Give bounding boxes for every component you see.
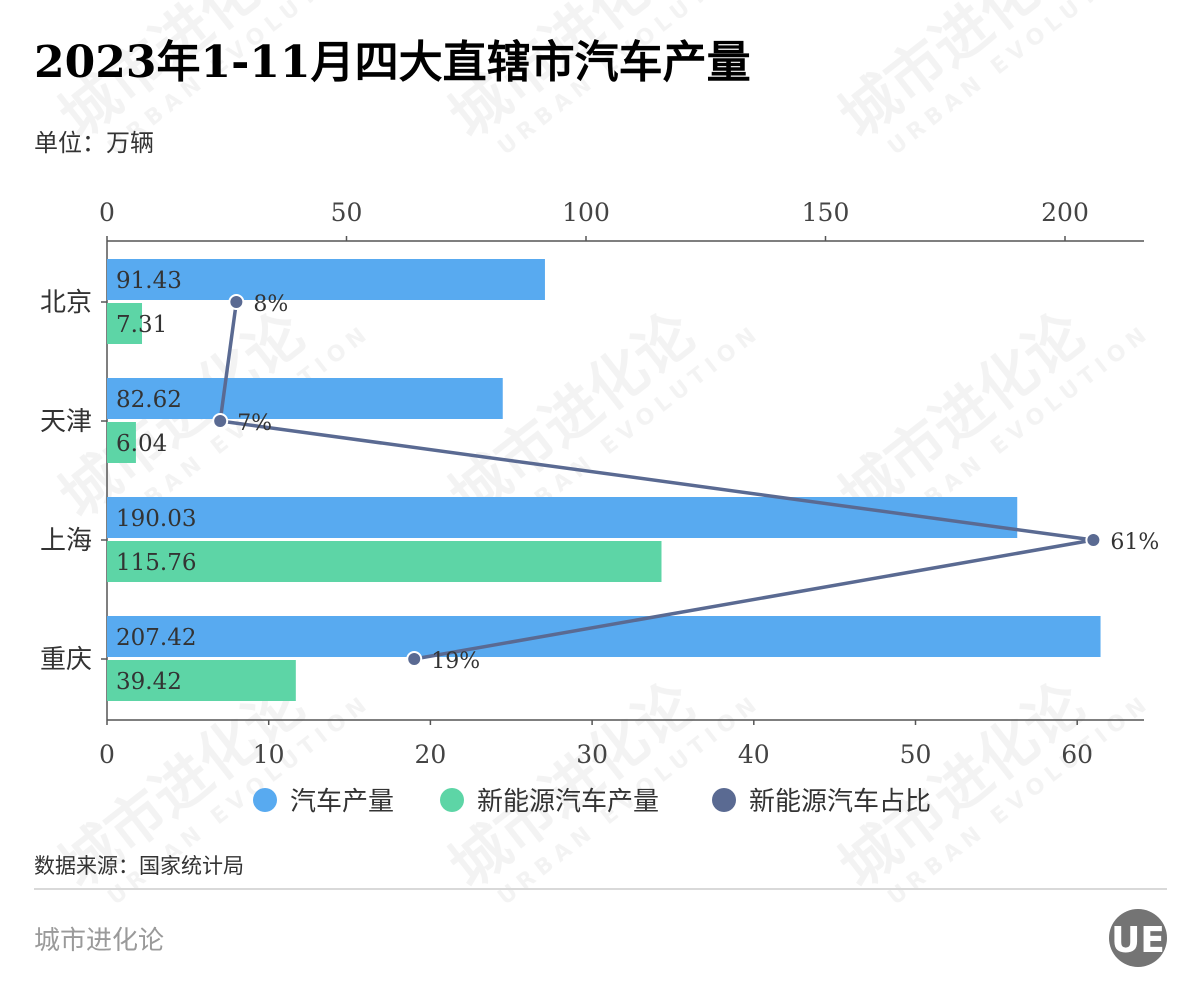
category-label: 重庆 [40, 645, 92, 675]
share-label: 7% [237, 411, 272, 436]
top-axis-tick-label: 200 [1041, 198, 1089, 227]
legend-label: 新能源汽车产量 [477, 787, 659, 817]
share-point [228, 294, 245, 310]
share-label: 61% [1110, 530, 1159, 555]
top-axis-tick-label: 100 [562, 198, 610, 227]
bar-nev-output [107, 541, 662, 582]
bottom-axis-tick-label: 0 [99, 740, 115, 769]
bottom-axis-tick-label: 50 [900, 740, 932, 769]
legend-swatch [253, 788, 277, 812]
legend-swatch [440, 788, 464, 812]
bar-car-output [107, 497, 1018, 538]
bottom-axis-tick-label: 40 [738, 740, 770, 769]
source-note: 数据来源：国家统计局 [34, 854, 244, 878]
bottom-axis-tick-label: 30 [576, 740, 608, 769]
bar-car-output [107, 259, 545, 300]
legend-label: 新能源汽车占比 [749, 787, 931, 817]
share-line-group: 8% 7% 61% 19% [212, 292, 1159, 674]
legend-swatch [712, 788, 736, 812]
share-point [406, 651, 423, 667]
bar-nev-output [107, 422, 136, 463]
bar-value-label: 91.43 [116, 268, 182, 294]
brand-name: 城市进化论 [34, 926, 164, 956]
bottom-axis-tick-label: 20 [414, 740, 446, 769]
legend-label: 汽车产量 [290, 787, 394, 817]
bars-group: 91.43 7.31 82.62 6.04 190.03 115.76 207.42 39.4… [107, 259, 1101, 701]
bar-value-label: 7.31 [116, 312, 167, 338]
watermark: 城市进化论URBAN EVOLUTION [437, 668, 766, 910]
category-label: 北京 [40, 288, 92, 318]
unit-label: 单位：万辆 [34, 129, 154, 157]
share-label: 19% [431, 649, 480, 674]
bar-nev-output [107, 660, 296, 701]
share-point [212, 413, 229, 429]
share-label: 8% [253, 292, 288, 317]
share-point [1085, 532, 1102, 548]
bar-value-label: 190.03 [116, 506, 196, 532]
bar-value-label: 207.42 [116, 625, 196, 651]
category-label: 上海 [40, 526, 92, 556]
top-axis-tick-label: 0 [99, 198, 115, 227]
bar-value-label: 82.62 [116, 387, 182, 413]
bar-value-label: 6.04 [116, 431, 167, 457]
watermark: 城市进化论URBAN EVOLUTION [827, 668, 1156, 910]
bar-value-label: 115.76 [116, 550, 196, 576]
bar-nev-output [107, 303, 143, 344]
bottom-axis: 0 10 20 30 40 50 60 [99, 719, 1144, 769]
legend: 汽车产量 新能源汽车产量 新能源汽车占比 [253, 787, 931, 817]
category-label: 天津 [40, 407, 92, 437]
bar-value-label: 39.42 [116, 669, 182, 695]
legend-item: 新能源汽车产量 [440, 787, 659, 817]
brand-logo: UE [1109, 909, 1167, 967]
bar-car-output [107, 616, 1101, 657]
watermark-layer: 城市进化论URBAN EVOLUTION 城市进化论URBAN EVOLUTION… [47, 0, 1156, 910]
bottom-axis-tick-label: 10 [253, 740, 285, 769]
logo-text: UE [1111, 920, 1165, 961]
legend-item: 新能源汽车占比 [712, 787, 931, 817]
bottom-axis-tick-label: 60 [1061, 740, 1093, 769]
chart-title: 2023年1-11月四大直辖市汽车产量 [34, 37, 751, 88]
legend-item: 汽车产量 [253, 787, 394, 817]
top-axis-tick-label: 150 [802, 198, 850, 227]
top-axis: 0 50 100 150 200 [99, 198, 1144, 242]
top-axis-tick-label: 50 [331, 198, 363, 227]
watermark: 城市进化论URBAN EVOLUTION [827, 0, 1156, 160]
bar-car-output [107, 378, 503, 419]
share-line [218, 301, 1096, 661]
